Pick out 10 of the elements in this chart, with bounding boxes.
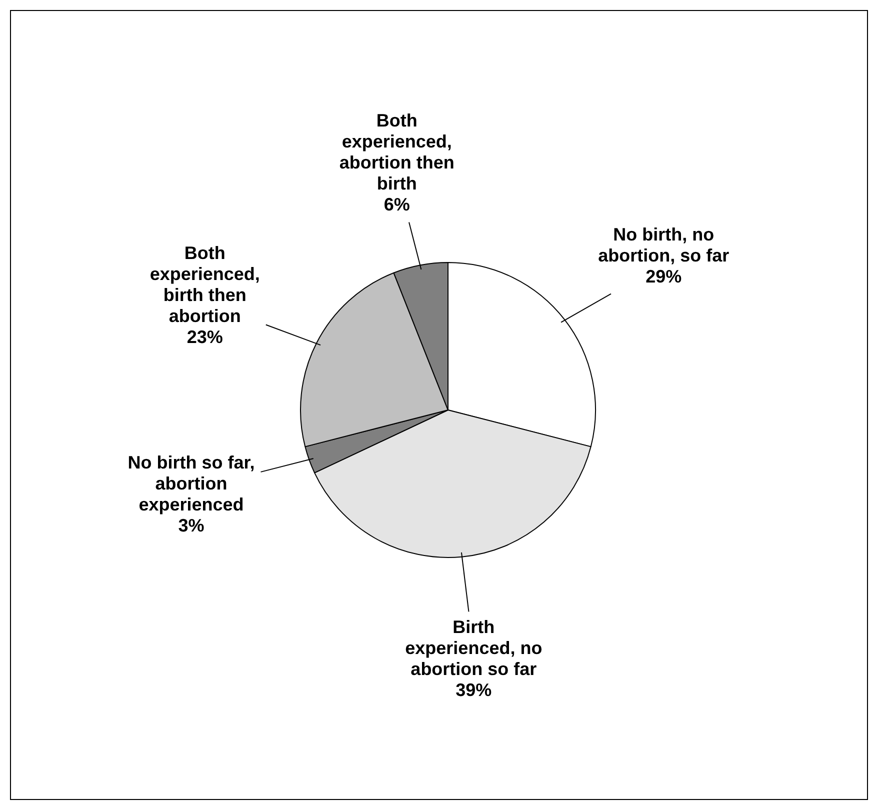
slice-label: No birth so far, abortion experienced xyxy=(128,452,255,514)
data-label: 3% xyxy=(178,515,204,536)
data-label: 23% xyxy=(186,327,223,348)
slice-label: Both experienced, birth then abortion xyxy=(150,243,260,326)
slice-label: No birth, no abortion, so far xyxy=(598,224,730,266)
slice-label: Birth experienced, no abortion so far xyxy=(405,617,542,680)
data-label: 29% xyxy=(646,266,682,286)
data-label: 39% xyxy=(456,680,492,700)
slice-label: Both experienced, abortion then birth xyxy=(339,110,454,194)
data-label: 6% xyxy=(384,194,410,215)
